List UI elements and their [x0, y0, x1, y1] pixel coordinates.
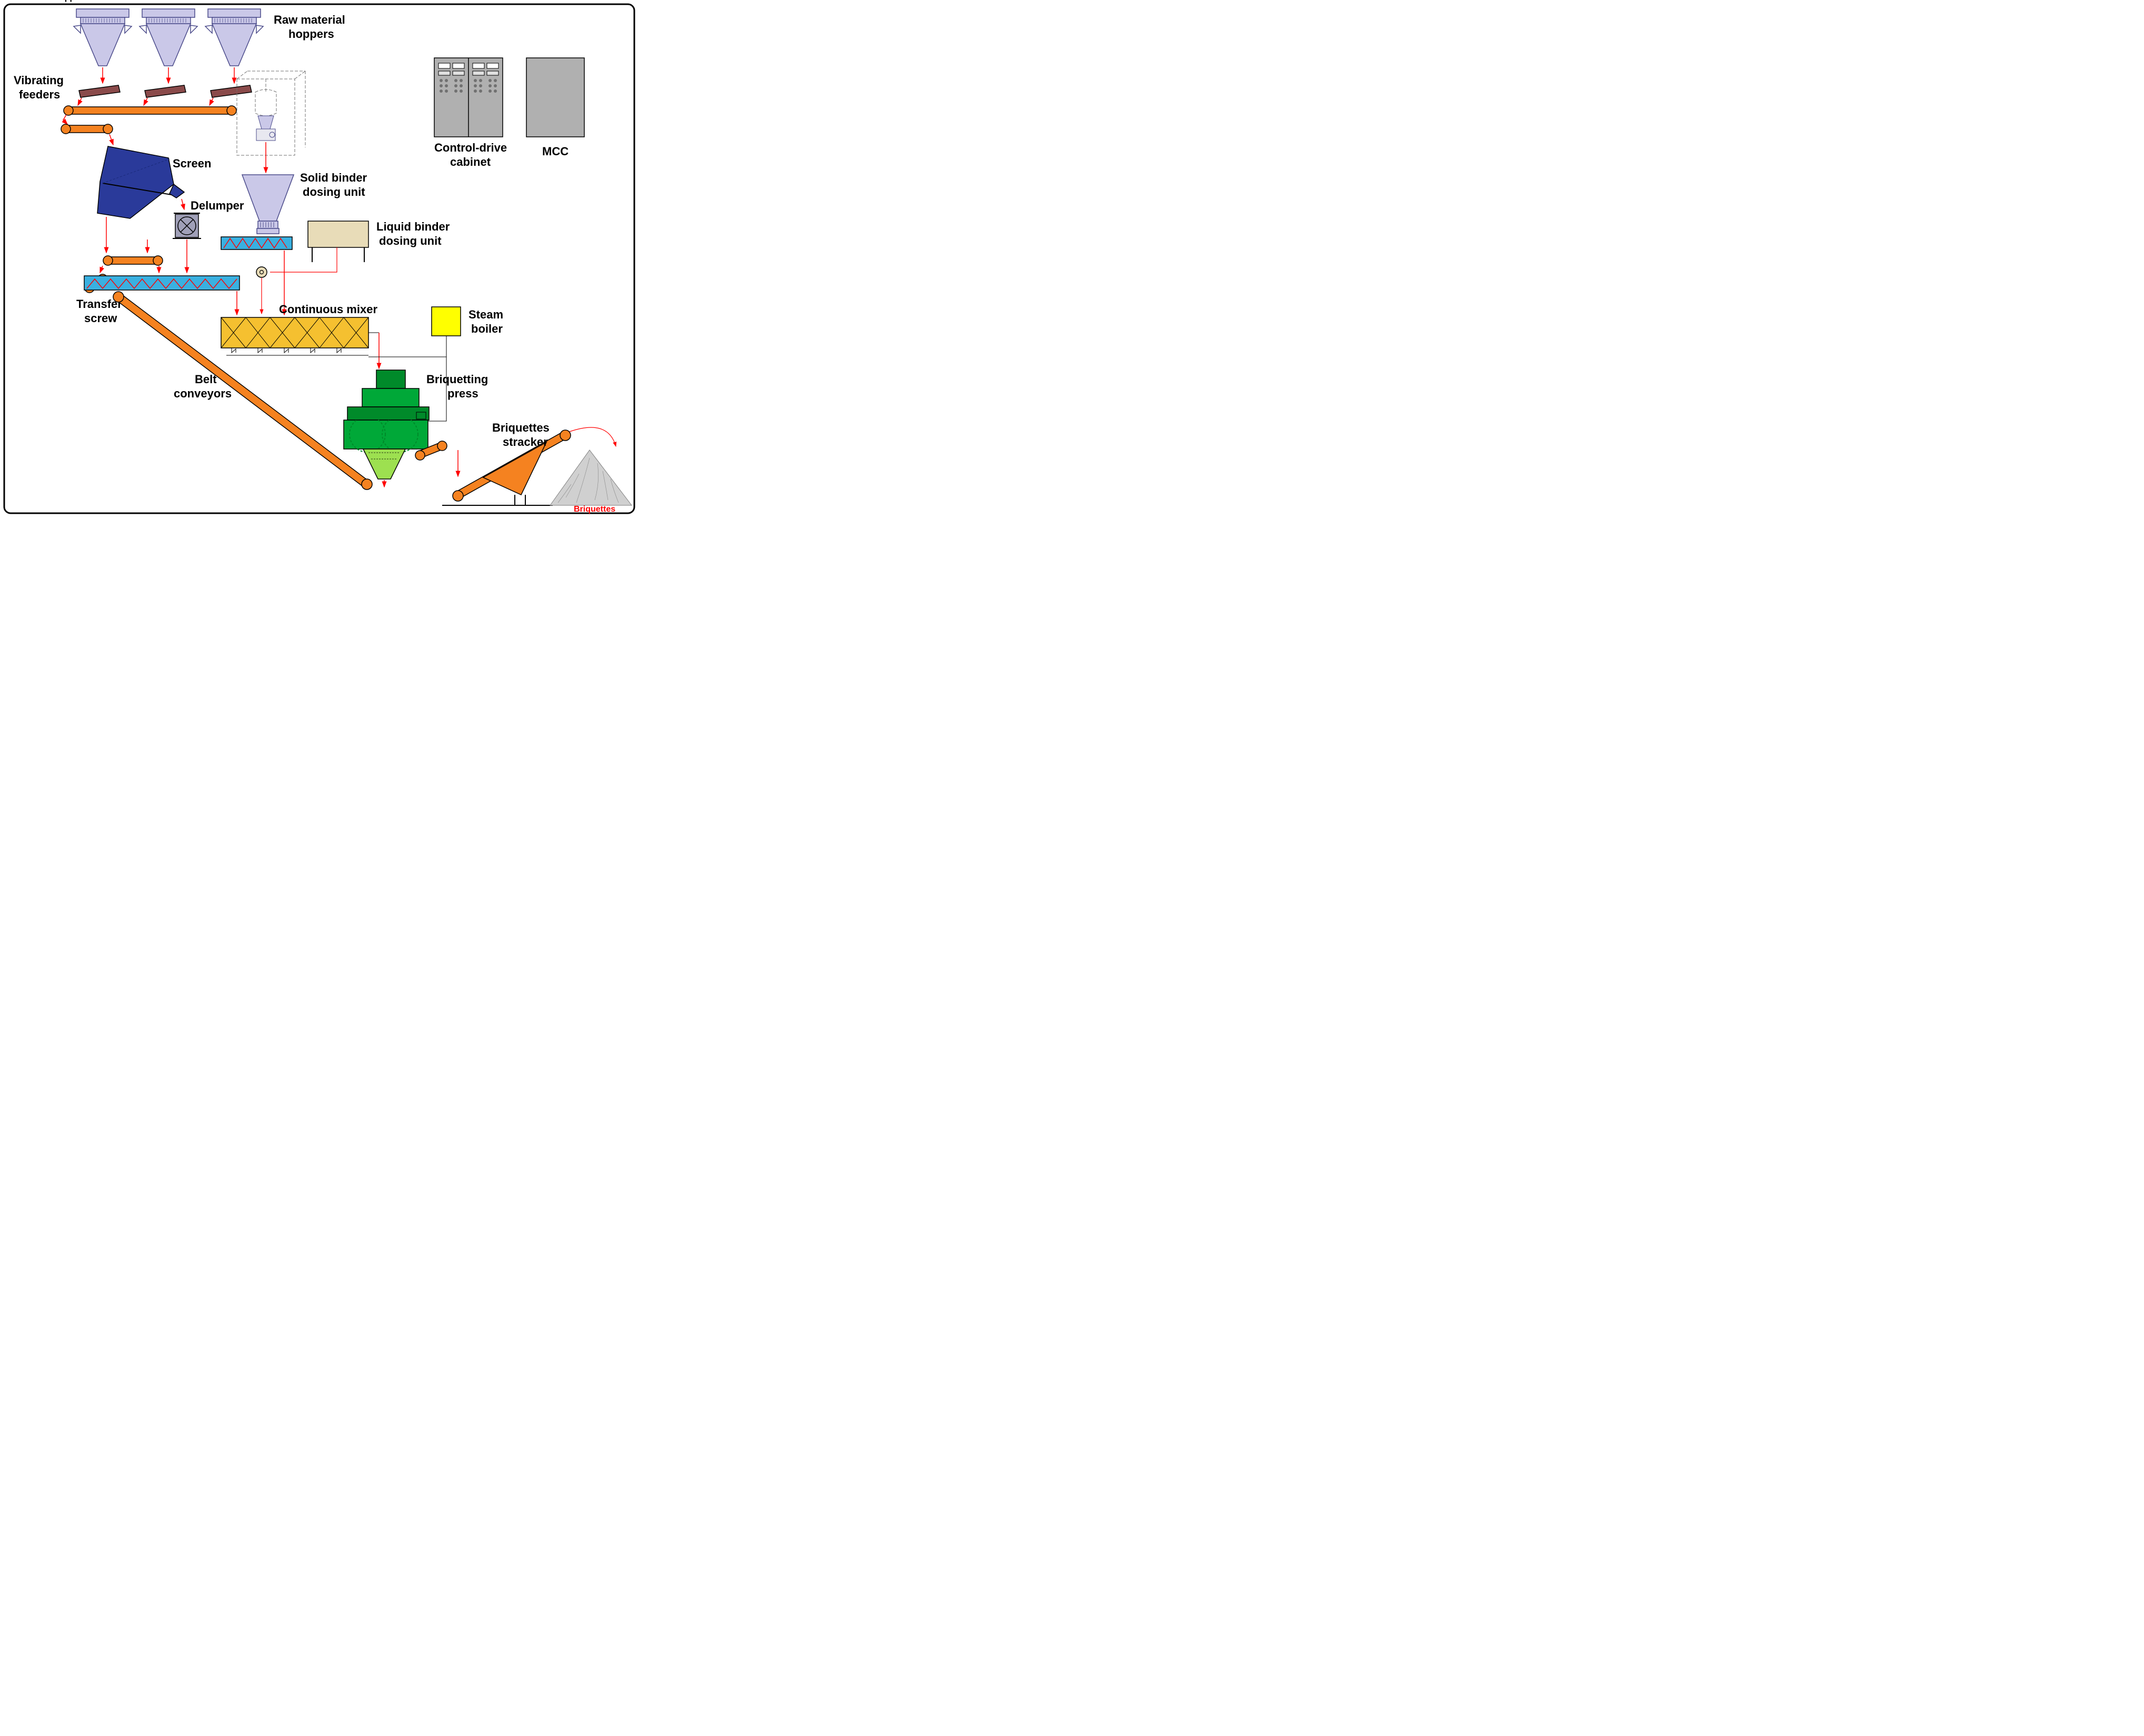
label-screen: Screen: [173, 157, 211, 170]
conveyor-2: [61, 124, 113, 134]
label-stacker-l2: stracker: [503, 435, 548, 448]
label-steam-l1: Steam: [468, 308, 503, 321]
label-solidbinder-l2: dosing unit: [303, 185, 365, 198]
process-flow-diagram: Raw material hoppers Raw material hopper…: [0, 0, 639, 517]
conveyor-3: [103, 256, 163, 265]
control-drive-cabinet: [434, 58, 503, 137]
label-stacker-l1: Briquettes: [492, 421, 550, 434]
mcc-cabinet: [526, 58, 584, 137]
label-solidbinder-l1: Solid binder: [300, 171, 367, 184]
label-liquidbinder-l1: Liquid binder: [376, 220, 450, 233]
conveyor-1: [64, 106, 236, 115]
label-feeders-l2: feeders: [19, 88, 60, 101]
label-steam-l2: boiler: [471, 322, 503, 335]
label-press-l2: press: [447, 387, 478, 400]
delumper: [173, 213, 201, 238]
label-briquettes: Briquettes: [574, 505, 615, 514]
label-raw-hoppers: Raw material hoppers: [0, 0, 87, 2]
label-mcc: MCC: [542, 145, 569, 158]
label-raw-hoppers-l2: hoppers: [288, 27, 334, 41]
label-belt-l1: Belt: [195, 373, 217, 386]
label-raw-hoppers-l1: Raw material: [274, 13, 345, 26]
steam-boiler: [432, 307, 461, 336]
label-press-l1: Briquetting: [426, 373, 488, 386]
label-transfer-l2: screw: [84, 312, 117, 325]
label-delumper: Delumper: [191, 199, 244, 212]
label-mixer: Continuous mixer: [279, 303, 377, 316]
label-liquidbinder-l2: dosing unit: [379, 234, 442, 247]
label-cabinet-l2: cabinet: [450, 155, 491, 168]
transfer-screw: [84, 276, 240, 290]
solid-binder-screw: [221, 237, 292, 250]
label-belt-l2: conveyors: [174, 387, 232, 400]
label-feeders-l1: Vibrating: [14, 74, 64, 87]
label-cabinet-l1: Control-drive: [434, 141, 507, 154]
